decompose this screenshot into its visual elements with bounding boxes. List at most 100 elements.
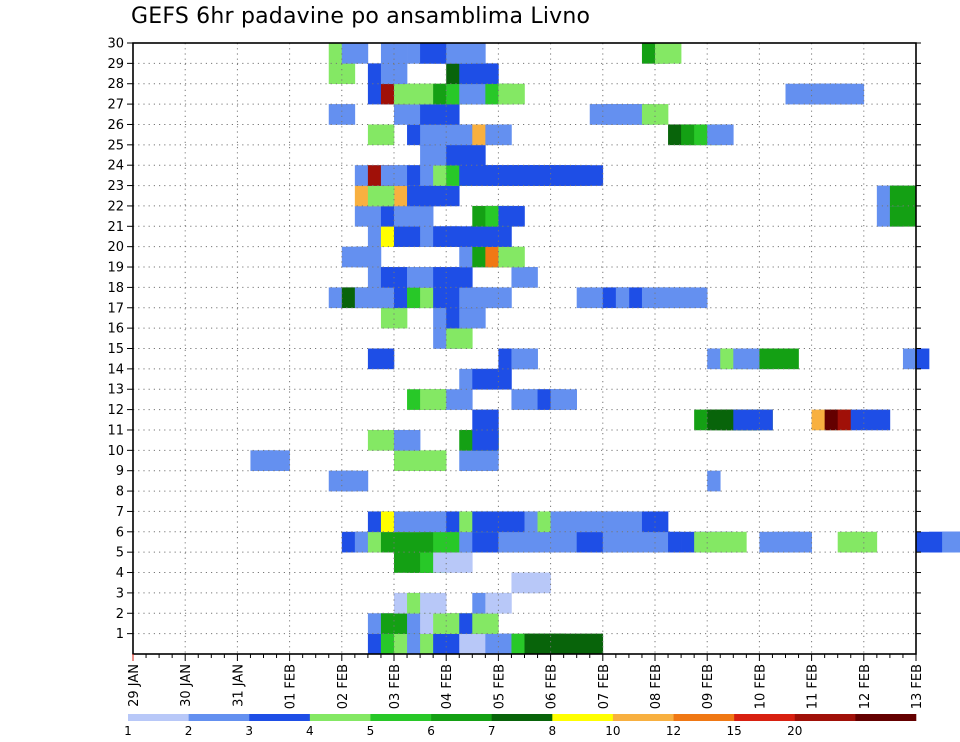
legend-swatch bbox=[491, 714, 553, 721]
heatmap-cell bbox=[472, 287, 512, 309]
heatmap-cell bbox=[367, 348, 395, 370]
y-tick-label: 19 bbox=[107, 261, 124, 276]
legend-swatch bbox=[552, 714, 614, 721]
y-tick-label: 15 bbox=[107, 342, 124, 357]
heatmap-cell bbox=[537, 165, 604, 186]
heatmap-cell bbox=[668, 531, 682, 553]
heatmap-cell bbox=[837, 409, 852, 431]
y-tick-label: 13 bbox=[107, 383, 124, 398]
y-tick-label: 24 bbox=[107, 159, 124, 174]
y-tick-label: 5 bbox=[116, 546, 124, 561]
legend-label: 3 bbox=[245, 724, 253, 738]
heatmap-cell bbox=[498, 633, 512, 655]
y-tick-label: 8 bbox=[116, 485, 124, 500]
heatmap-cell bbox=[328, 63, 356, 85]
heatmap-cell bbox=[694, 531, 747, 553]
grid-lines bbox=[133, 43, 916, 654]
heatmap-cell bbox=[524, 572, 551, 594]
heatmap-cell bbox=[511, 531, 551, 553]
y-axis: 1234567891011121314151617181920212223242… bbox=[107, 37, 921, 642]
heatmap-cell bbox=[511, 511, 525, 533]
heatmap-cell bbox=[446, 328, 473, 349]
legend-swatch bbox=[309, 714, 371, 721]
y-tick-label: 4 bbox=[116, 566, 124, 581]
legend-swatch bbox=[188, 714, 250, 721]
heatmap-cell bbox=[811, 83, 865, 105]
legend-label: 5 bbox=[367, 724, 375, 738]
legend-swatch bbox=[612, 714, 674, 721]
heatmap-cell bbox=[420, 185, 460, 207]
y-tick-label: 20 bbox=[107, 240, 124, 255]
heatmap-cell bbox=[550, 389, 577, 410]
heatmap-cell bbox=[576, 287, 591, 309]
heatmap-cell bbox=[524, 633, 604, 655]
y-tick-label: 2 bbox=[116, 607, 124, 622]
legend-label: 8 bbox=[548, 724, 556, 738]
heatmap-cell bbox=[511, 267, 538, 288]
x-tick-label: 30 JAN bbox=[179, 664, 194, 707]
y-tick-label: 16 bbox=[107, 322, 124, 337]
y-tick-label: 12 bbox=[107, 403, 124, 418]
heatmap-cell bbox=[498, 246, 525, 268]
y-tick-label: 26 bbox=[107, 118, 124, 133]
heatmap-cell bbox=[433, 511, 447, 533]
legend-swatch bbox=[794, 714, 856, 721]
heatmap-cell bbox=[485, 633, 499, 655]
heatmap-cell bbox=[955, 531, 960, 553]
heatmap-cell bbox=[537, 511, 551, 533]
y-tick-label: 3 bbox=[116, 586, 124, 601]
heatmap-cell bbox=[472, 409, 499, 431]
heatmap-cell bbox=[902, 348, 917, 370]
heatmap-cell bbox=[850, 531, 878, 553]
legend-label: 4 bbox=[306, 724, 314, 738]
y-tick-label: 1 bbox=[116, 627, 124, 642]
heatmap-cell bbox=[785, 531, 799, 553]
chart-title: GEFS 6hr padavine po ansamblima Livno bbox=[131, 4, 591, 29]
legend-label: 2 bbox=[185, 724, 193, 738]
heatmap-cell bbox=[420, 267, 434, 288]
heatmap-cell bbox=[615, 287, 630, 309]
heatmap-cell bbox=[824, 409, 838, 431]
heatmap-cell bbox=[628, 511, 643, 533]
y-tick-label: 25 bbox=[107, 138, 124, 153]
heatmap-cell bbox=[367, 124, 395, 146]
heatmap-cell bbox=[354, 246, 382, 268]
heatmap-cell bbox=[485, 226, 512, 247]
legend-swatch bbox=[855, 714, 917, 721]
heatmap-cell bbox=[420, 389, 447, 410]
heatmap-cell bbox=[798, 531, 812, 553]
x-tick-label: 12 FEB bbox=[858, 664, 873, 709]
heatmap-cell bbox=[602, 511, 617, 533]
x-tick-label: 08 FEB bbox=[649, 664, 664, 709]
color-legend: 1 2 3 4 5 6 7 8 10 12 15 20 bbox=[124, 714, 917, 738]
heatmap-cell bbox=[446, 511, 460, 533]
y-tick-label: 17 bbox=[107, 301, 124, 316]
heatmap-cell bbox=[759, 348, 799, 370]
heatmap-cell bbox=[367, 429, 395, 451]
y-tick-label: 9 bbox=[116, 464, 124, 479]
heatmap-cell bbox=[459, 531, 473, 553]
heatmap-cell bbox=[889, 205, 917, 227]
heatmap-cell bbox=[524, 511, 538, 533]
heatmap-cell bbox=[916, 348, 930, 370]
heatmap-cell bbox=[472, 450, 499, 471]
x-tick-label: 03 FEB bbox=[388, 664, 403, 709]
heatmap-cell bbox=[472, 63, 499, 85]
heatmap-cell bbox=[485, 511, 499, 533]
x-tick-label: 07 FEB bbox=[597, 664, 612, 709]
x-tick-label: 01 FEB bbox=[284, 664, 299, 709]
heatmap-cell bbox=[263, 450, 290, 471]
y-tick-label: 6 bbox=[116, 525, 124, 540]
y-tick-label: 27 bbox=[107, 98, 124, 113]
heatmap-cell bbox=[655, 531, 669, 553]
y-tick-label: 11 bbox=[107, 423, 124, 438]
legend-swatch bbox=[431, 714, 492, 721]
heatmap-cell bbox=[472, 511, 486, 533]
heatmap-cell bbox=[420, 104, 460, 125]
heatmap-cell bbox=[615, 511, 630, 533]
y-tick-label: 29 bbox=[107, 57, 124, 72]
legend-label: 1 bbox=[124, 724, 132, 738]
heatmap-cell bbox=[498, 83, 525, 105]
x-tick-label: 11 FEB bbox=[806, 664, 821, 709]
legend-label: 6 bbox=[427, 724, 435, 738]
